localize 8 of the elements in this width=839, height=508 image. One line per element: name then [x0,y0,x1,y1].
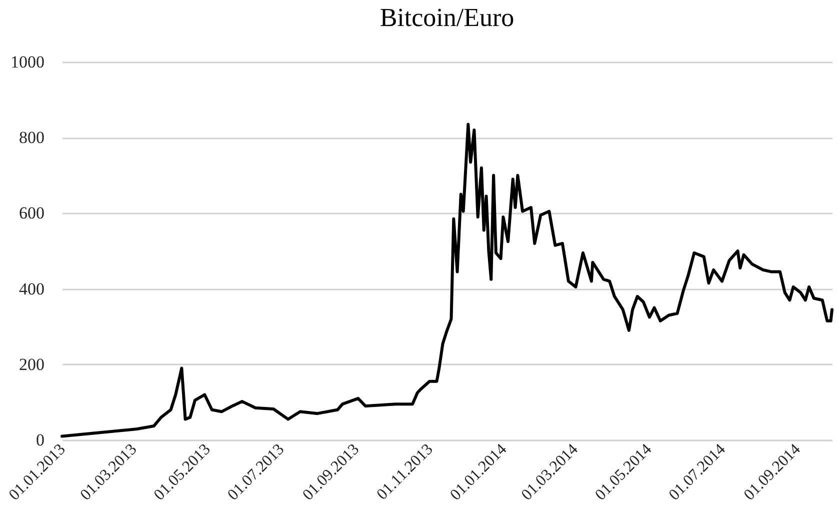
line-series [60,122,834,438]
y-tick-label: 1000 [10,52,44,72]
y-tick-label: 800 [19,128,44,148]
y-tick-label: 0 [36,430,44,450]
y-tick-label: 200 [19,354,44,374]
y-tick-label: 600 [19,204,44,223]
y-tick-label: 400 [19,279,44,298]
chart-title: Bitcoin/Euro [380,3,514,32]
